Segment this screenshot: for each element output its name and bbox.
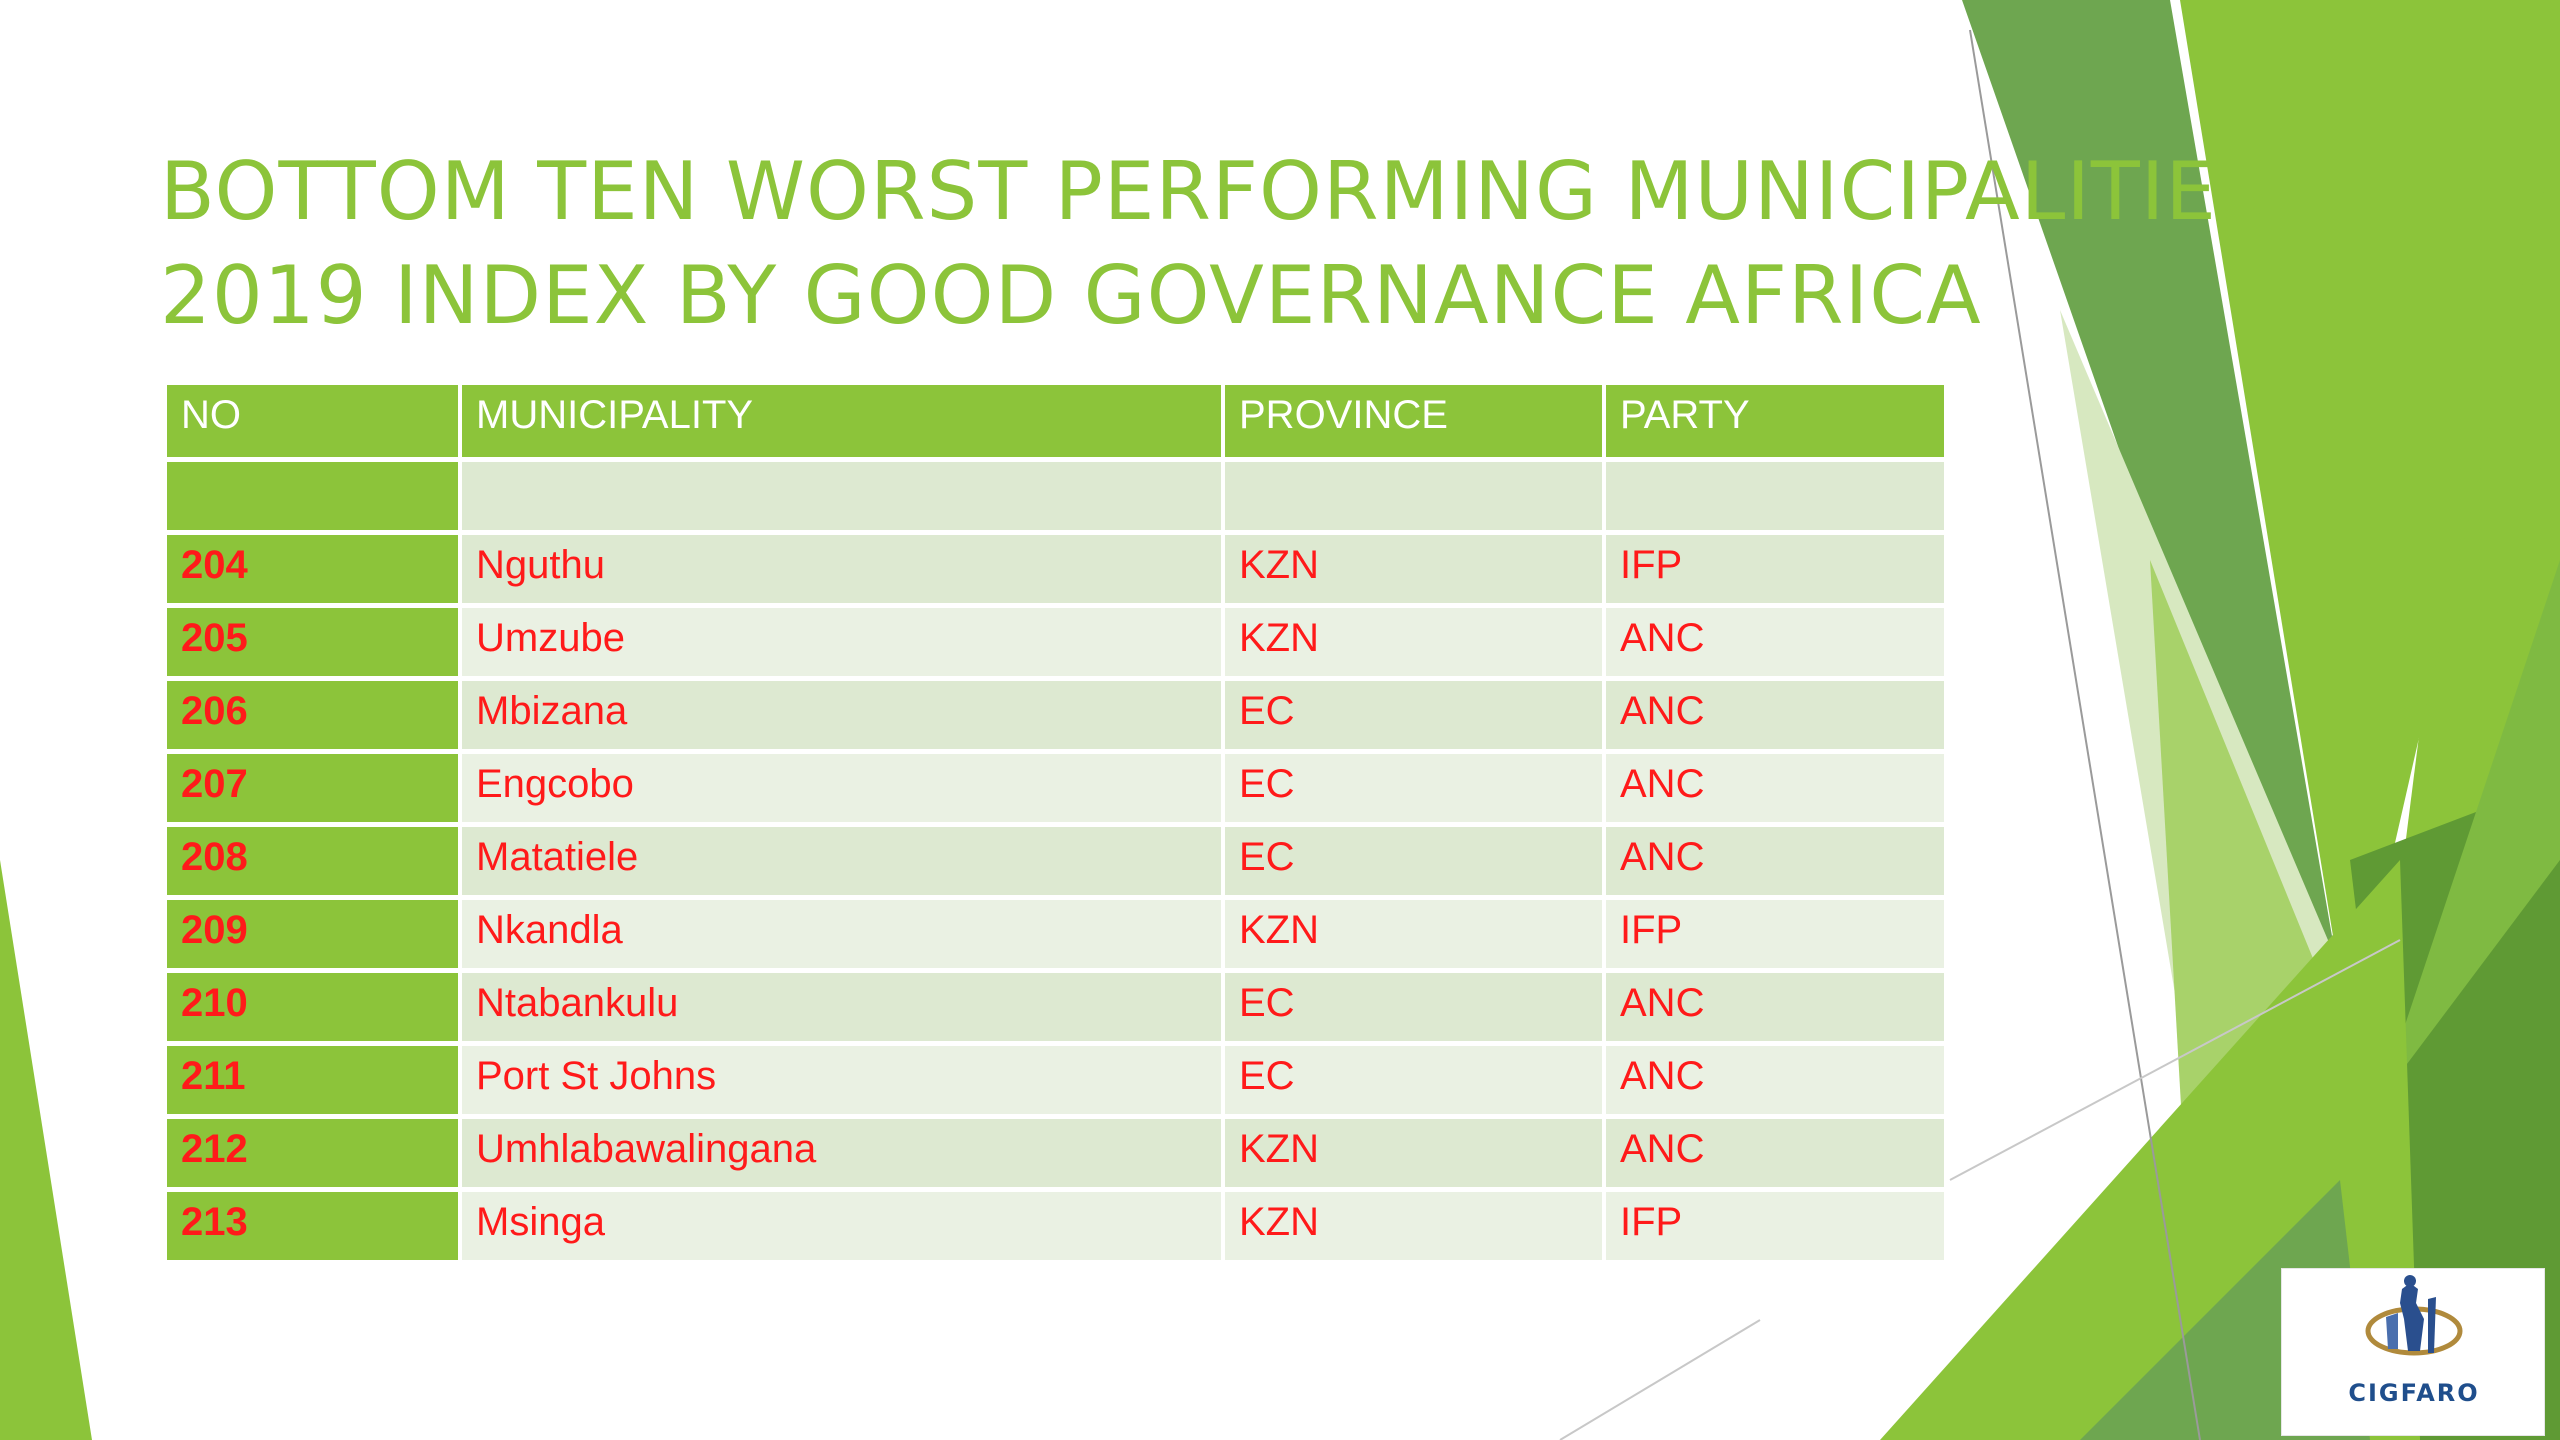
cell-no: 206	[167, 681, 462, 754]
logo-text: CIGFARO	[2348, 1379, 2480, 1407]
header-party: PARTY	[1606, 385, 1948, 462]
slide-title: BOTTOM TEN WORST PERFORMING MUNICIPALITI…	[160, 140, 2269, 348]
cell-no: 204	[167, 535, 462, 608]
cell-no: 212	[167, 1119, 462, 1192]
cell-province: KZN	[1225, 535, 1606, 608]
table-row: 212 Umhlabawalingana KZN ANC	[167, 1119, 1948, 1192]
cigfaro-logo: CIGFARO	[2281, 1268, 2545, 1436]
blank-cell	[1606, 462, 1948, 535]
cell-municipality: Port St Johns	[462, 1046, 1225, 1119]
cell-municipality: Engcobo	[462, 754, 1225, 827]
cell-party: ANC	[1606, 681, 1948, 754]
blank-cell	[462, 462, 1225, 535]
cell-municipality: Umhlabawalingana	[462, 1119, 1225, 1192]
cell-municipality: Msinga	[462, 1192, 1225, 1265]
cell-party: ANC	[1606, 973, 1948, 1046]
cell-province: EC	[1225, 1046, 1606, 1119]
table-row: 209 Nkandla KZN IFP	[167, 900, 1948, 973]
cell-party: IFP	[1606, 535, 1948, 608]
cell-province: EC	[1225, 754, 1606, 827]
cell-municipality: Nkandla	[462, 900, 1225, 973]
cell-party: IFP	[1606, 900, 1948, 973]
table-row: 208 Matatiele EC ANC	[167, 827, 1948, 900]
table-row: 213 Msinga KZN IFP	[167, 1192, 1948, 1265]
cell-municipality: Nguthu	[462, 535, 1225, 608]
cell-no: 205	[167, 608, 462, 681]
cell-no: 208	[167, 827, 462, 900]
cell-province: KZN	[1225, 608, 1606, 681]
cell-no: 209	[167, 900, 462, 973]
header-province: PROVINCE	[1225, 385, 1606, 462]
header-row: NO MUNICIPALITY PROVINCE PARTY	[167, 385, 1948, 462]
table-row: 205 Umzube KZN ANC	[167, 608, 1948, 681]
cell-municipality: Matatiele	[462, 827, 1225, 900]
table-row: 207 Engcobo EC ANC	[167, 754, 1948, 827]
cell-party: IFP	[1606, 1192, 1948, 1265]
table-row: 204 Nguthu KZN IFP	[167, 535, 1948, 608]
cell-municipality: Umzube	[462, 608, 1225, 681]
cell-province: KZN	[1225, 1119, 1606, 1192]
cell-province: KZN	[1225, 1192, 1606, 1265]
cell-municipality: Ntabankulu	[462, 973, 1225, 1046]
cell-party: ANC	[1606, 1046, 1948, 1119]
title-line-2: 2019 INDEX BY GOOD GOVERNANCE AFRICA	[160, 249, 1982, 342]
blank-cell	[1225, 462, 1606, 535]
header-no: NO	[167, 385, 462, 462]
cell-municipality: Mbizana	[462, 681, 1225, 754]
cell-province: EC	[1225, 681, 1606, 754]
title-line-1: BOTTOM TEN WORST PERFORMING MUNICIPALITI…	[160, 145, 2269, 238]
blank-cell	[167, 462, 462, 535]
cell-no: 210	[167, 973, 462, 1046]
cell-party: ANC	[1606, 1119, 1948, 1192]
table-row: 206 Mbizana EC ANC	[167, 681, 1948, 754]
municipalities-table: NO MUNICIPALITY PROVINCE PARTY 204 Nguth…	[167, 385, 1948, 1265]
blank-row	[167, 462, 1948, 535]
table-row: 210 Ntabankulu EC ANC	[167, 973, 1948, 1046]
cell-no: 213	[167, 1192, 462, 1265]
cell-province: KZN	[1225, 900, 1606, 973]
crest-icon	[2365, 1275, 2463, 1356]
cell-party: ANC	[1606, 754, 1948, 827]
cell-no: 211	[167, 1046, 462, 1119]
cell-province: EC	[1225, 827, 1606, 900]
cell-no: 207	[167, 754, 462, 827]
cell-province: EC	[1225, 973, 1606, 1046]
header-municipality: MUNICIPALITY	[462, 385, 1225, 462]
table-row: 211 Port St Johns EC ANC	[167, 1046, 1948, 1119]
cell-party: ANC	[1606, 827, 1948, 900]
cell-party: ANC	[1606, 608, 1948, 681]
